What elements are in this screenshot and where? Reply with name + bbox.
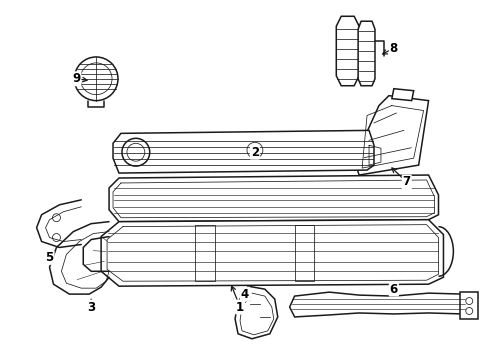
Text: 1: 1 <box>236 301 244 314</box>
Polygon shape <box>460 292 478 319</box>
Polygon shape <box>235 286 278 339</box>
Text: 5: 5 <box>46 251 53 264</box>
Polygon shape <box>109 175 439 222</box>
Text: 8: 8 <box>390 41 398 54</box>
Polygon shape <box>101 220 443 286</box>
Polygon shape <box>392 89 414 100</box>
Polygon shape <box>294 225 315 281</box>
Polygon shape <box>196 225 215 281</box>
Polygon shape <box>354 96 429 175</box>
Text: 2: 2 <box>251 146 259 159</box>
Text: 3: 3 <box>87 301 95 314</box>
Text: 7: 7 <box>403 175 411 189</box>
Polygon shape <box>358 21 375 86</box>
Polygon shape <box>290 292 466 317</box>
Text: 9: 9 <box>72 72 80 85</box>
Polygon shape <box>113 130 374 173</box>
Polygon shape <box>336 16 359 86</box>
Text: 4: 4 <box>241 288 249 301</box>
Text: 6: 6 <box>390 283 398 296</box>
